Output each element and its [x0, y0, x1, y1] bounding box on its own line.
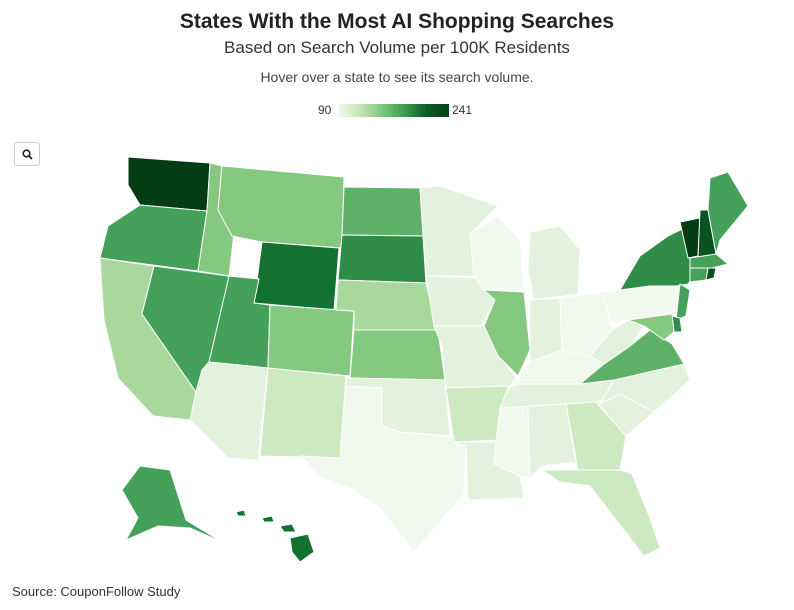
- hover-instructions: Hover over a state to see its search vol…: [260, 69, 534, 85]
- state-maine[interactable]: [707, 171, 749, 255]
- state-illinois[interactable]: [482, 289, 531, 377]
- color-legend: 90 241: [318, 103, 472, 117]
- state-arizona[interactable]: [189, 361, 269, 461]
- zoom-button[interactable]: [14, 142, 40, 166]
- search-icon: [21, 148, 33, 160]
- state-new-jersey[interactable]: [675, 283, 691, 321]
- chart-subtitle: Based on Search Volume per 100K Resident…: [224, 38, 570, 57]
- state-south-dakota[interactable]: [337, 234, 427, 284]
- state-alaska[interactable]: [121, 465, 223, 543]
- state-michigan[interactable]: [527, 225, 581, 301]
- state-texas[interactable]: [298, 385, 467, 553]
- chart-title: States With the Most AI Shopping Searche…: [179, 10, 615, 33]
- state-washington[interactable]: [127, 156, 211, 212]
- state-kansas[interactable]: [349, 329, 446, 381]
- state-iowa[interactable]: [425, 275, 496, 329]
- legend-max-label: 241: [452, 103, 473, 117]
- state-montana[interactable]: [217, 165, 345, 249]
- state-massachusetts[interactable]: [689, 253, 730, 269]
- state-wisconsin[interactable]: [469, 215, 525, 291]
- state-oregon[interactable]: [99, 204, 208, 272]
- state-alabama[interactable]: [527, 403, 577, 480]
- legend-gradient-bar: [339, 103, 449, 117]
- state-new-mexico[interactable]: [259, 367, 347, 459]
- state-colorado[interactable]: [267, 304, 355, 377]
- state-north-dakota[interactable]: [341, 186, 424, 237]
- state-connecticut[interactable]: [689, 267, 709, 283]
- legend-min-label: 90: [318, 103, 332, 117]
- state-wyoming[interactable]: [253, 241, 340, 311]
- state-maryland[interactable]: [627, 313, 675, 341]
- state-rhode-island[interactable]: [705, 267, 717, 281]
- state-hawaii[interactable]: [235, 509, 315, 563]
- state-florida[interactable]: [540, 469, 661, 557]
- source-note: Source: CouponFollow Study: [12, 584, 181, 599]
